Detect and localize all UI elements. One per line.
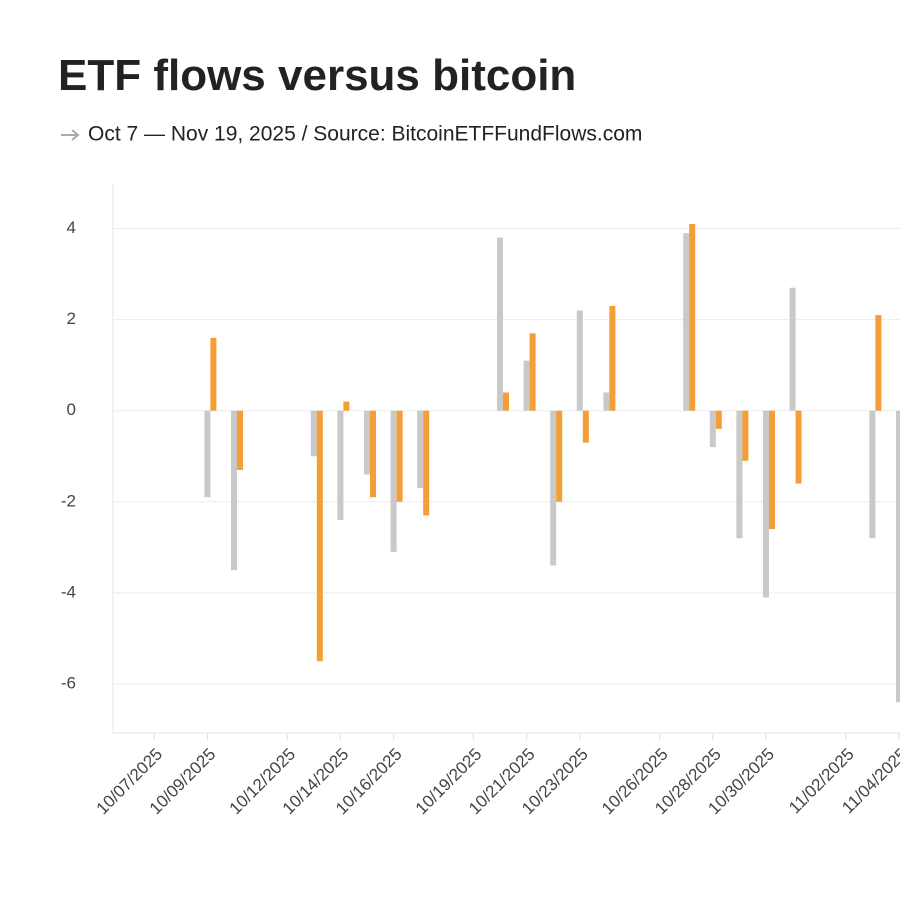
- bar: [683, 233, 690, 411]
- bar: [231, 410, 237, 571]
- bar: [390, 410, 397, 552]
- bar: [497, 237, 503, 411]
- bar: [869, 410, 876, 539]
- bar: [715, 410, 722, 429]
- bar: [689, 223, 696, 411]
- arrow-icon: [61, 129, 80, 141]
- bar: [316, 410, 323, 662]
- bar: [523, 360, 530, 411]
- bar: [529, 333, 536, 411]
- y-tick-label: 2: [67, 309, 76, 328]
- bar: [343, 401, 350, 411]
- bar: [417, 410, 424, 489]
- bar: [576, 310, 583, 411]
- chart-title: ETF flows versus bitcoin: [58, 51, 576, 100]
- chart-subtitle: Oct 7 — Nov 19, 2025 / Source: BitcoinET…: [88, 123, 642, 146]
- bar: [603, 392, 610, 411]
- bar: [503, 392, 509, 411]
- y-tick-label: -2: [61, 491, 76, 510]
- bar: [736, 410, 743, 539]
- bar: [364, 410, 370, 475]
- bar: [582, 410, 589, 443]
- y-tick-label: -4: [61, 582, 76, 601]
- bar: [742, 410, 749, 461]
- bar: [769, 410, 775, 530]
- bar: [875, 315, 882, 411]
- bar: [210, 337, 217, 411]
- bar: [550, 410, 557, 566]
- bar: [609, 305, 616, 411]
- bar: [237, 410, 243, 470]
- y-tick-label: 0: [67, 400, 76, 419]
- bar: [310, 410, 317, 457]
- bar: [337, 410, 344, 521]
- bar: [556, 410, 563, 502]
- bar: [204, 410, 211, 498]
- bar: [763, 410, 769, 598]
- bar: [396, 410, 403, 502]
- bar: [789, 287, 796, 411]
- y-tick-label: -6: [61, 673, 76, 692]
- bar: [709, 410, 716, 448]
- bar: [370, 410, 376, 498]
- bar: [423, 410, 430, 516]
- y-tick-label: 4: [67, 218, 76, 237]
- bar: [795, 410, 802, 484]
- bar: [896, 410, 900, 703]
